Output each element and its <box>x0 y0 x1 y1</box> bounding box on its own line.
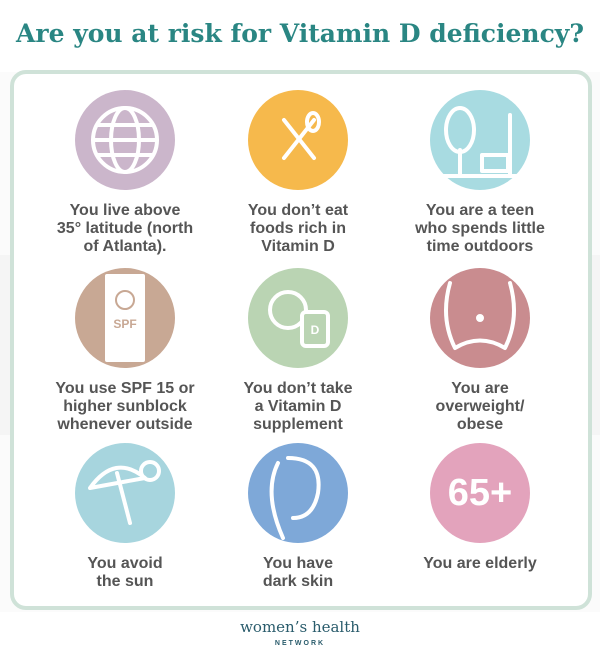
item-label: You are a teen <box>426 202 534 219</box>
icon-text: SPF <box>113 317 136 331</box>
item-label: higher sunblock <box>63 398 187 415</box>
item-label: You are elderly <box>423 555 537 572</box>
item-label: 35° latitude (north <box>57 220 193 237</box>
icon-text: 65+ <box>448 472 512 514</box>
item-label: whenever outside <box>56 416 192 433</box>
item-label: You live above <box>70 202 181 219</box>
item-label: obese <box>457 416 503 433</box>
logo-name: women’s health <box>240 618 360 636</box>
icon-circle <box>430 90 530 190</box>
item-label: dark skin <box>263 573 333 590</box>
item-label: You are <box>451 380 509 397</box>
icon-circle <box>248 443 348 543</box>
item-label: who spends little <box>414 220 545 237</box>
icons <box>88 106 522 540</box>
icon-circle <box>75 443 175 543</box>
item-label: a Vitamin D <box>255 398 342 415</box>
item-label: overweight/ <box>436 398 525 415</box>
icon-text: D <box>311 323 320 337</box>
item-label: time outdoors <box>427 238 534 255</box>
item-label: the sun <box>97 573 154 590</box>
item-label: Vitamin D <box>261 238 335 255</box>
icon-circle <box>248 268 348 368</box>
item-label: supplement <box>253 416 343 433</box>
item-label: foods rich in <box>250 220 346 237</box>
item-label: You have <box>263 555 333 572</box>
item-label: You don’t eat <box>248 202 349 219</box>
item-label: You avoid <box>87 555 162 572</box>
title: Are you at risk for Vitamin D deficiency… <box>15 19 584 48</box>
item-label: of Atlanta). <box>84 238 167 255</box>
item-label: You don’t take <box>243 380 352 397</box>
icon-circle <box>430 443 530 543</box>
logo-sub: NETWORK <box>275 640 325 647</box>
item-label: You use SPF 15 or <box>55 380 194 397</box>
